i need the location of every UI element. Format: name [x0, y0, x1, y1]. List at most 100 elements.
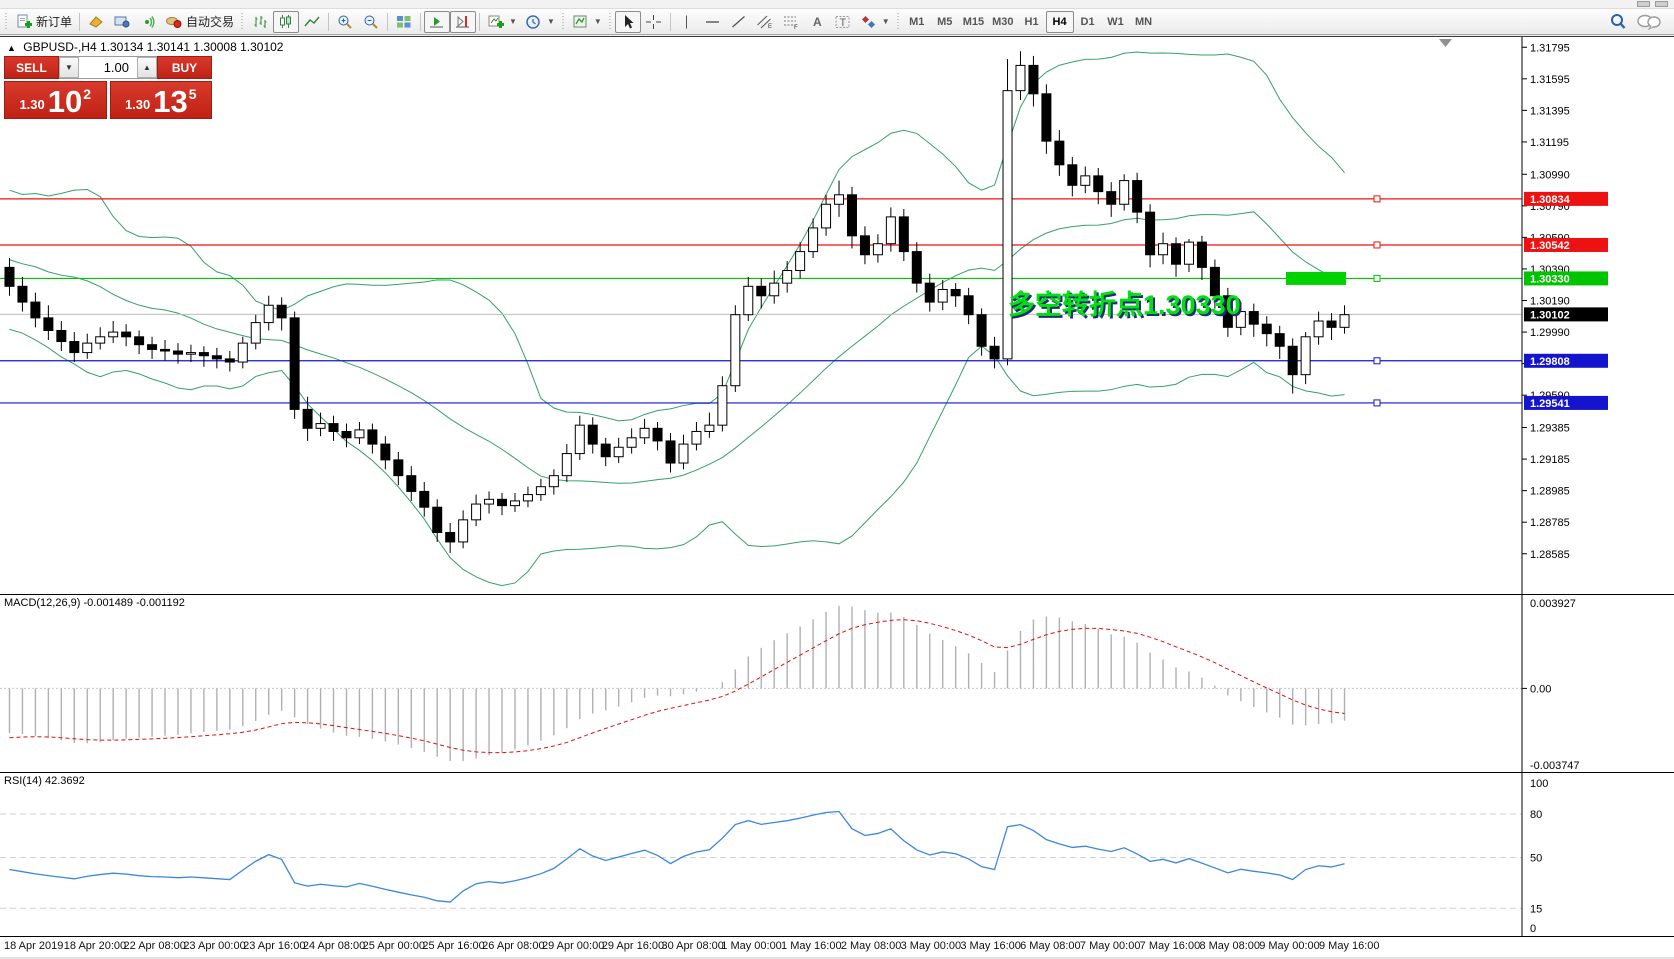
svg-text:E: E — [768, 24, 772, 30]
macd-axis: 0.003927 0.00 -0.003747 — [1521, 595, 1580, 772]
line-chart-button[interactable] — [299, 11, 325, 33]
one-click-trading-panel: SELL ▼ 1.00 ▲ BUY 1.30 10 2 1.30 13 5 — [4, 56, 212, 119]
signal-button[interactable] — [135, 11, 161, 33]
indicators-button[interactable]: ▼ — [568, 11, 606, 33]
bottom-strip — [0, 957, 1674, 959]
candlestick-chart-button[interactable] — [273, 10, 300, 33]
timeframe-w1[interactable]: W1 — [1107, 15, 1124, 28]
tile-windows-button[interactable] — [391, 11, 417, 33]
cursor-button[interactable] — [614, 10, 641, 33]
svg-text:T: T — [839, 17, 846, 29]
svg-text:A: A — [813, 15, 822, 29]
terminal-button[interactable] — [109, 11, 135, 33]
timeframe-m15[interactable]: M15 — [962, 15, 985, 28]
time-label: 26 Apr 08:00 — [482, 940, 545, 952]
editor-button[interactable] — [83, 11, 109, 33]
window-restore-button[interactable] — [1637, 1, 1650, 7]
search-button[interactable] — [1604, 11, 1632, 33]
time-label: 18 Apr 20:00 — [63, 940, 127, 952]
buy-button[interactable]: BUY — [157, 56, 212, 79]
chart-shift-button[interactable] — [450, 10, 477, 33]
svg-text:1.29541: 1.29541 — [1530, 398, 1570, 410]
sell-price-box[interactable]: 1.30 10 2 — [4, 81, 107, 119]
chart-shift-marker — [1439, 39, 1452, 47]
macd-canvas[interactable]: 0.003927 0.00 -0.003747 — [0, 595, 1674, 772]
time-label: 25 Apr 00:00 — [362, 940, 426, 952]
bar-chart-button[interactable] — [247, 11, 273, 33]
volume-increase-button[interactable]: ▲ — [137, 57, 157, 78]
time-label: 3 May 00:00 — [900, 940, 962, 952]
svg-text:1.30990: 1.30990 — [1530, 169, 1570, 181]
chevron-down-icon: ▼ — [593, 17, 602, 26]
equidistant-channel-button[interactable]: E — [752, 11, 778, 33]
menu-strip — [0, 0, 1674, 9]
rsi-name: RSI(14) — [4, 775, 42, 787]
sell-button[interactable]: SELL — [4, 56, 59, 79]
tile-windows-icon — [397, 15, 411, 27]
rsi-canvas[interactable]: 100 80 50 15 0 — [0, 773, 1674, 936]
window-close-button[interactable] — [1655, 1, 1668, 7]
autotrading-label: 自动交易 — [186, 15, 235, 29]
sell-price-big: 10 — [47, 84, 83, 119]
vertical-line-button[interactable] — [674, 11, 700, 33]
fibonacci-button[interactable]: F — [778, 11, 804, 33]
time-label: 18 Apr 2019 — [4, 940, 64, 952]
cursor-arrow-icon — [624, 14, 634, 28]
svg-text:0: 0 — [1530, 923, 1536, 935]
time-label: 25 Apr 16:00 — [422, 940, 485, 952]
svg-text:多空转折点1.30330: 多空转折点1.30330 — [1008, 289, 1241, 320]
buy-price-sup: 5 — [188, 86, 197, 102]
time-label: 7 May 16:00 — [1139, 940, 1201, 952]
timeframe-mn[interactable]: MN — [1134, 15, 1153, 28]
arrows-button[interactable]: ▼ — [856, 11, 894, 33]
time-label: 1 May 16:00 — [781, 940, 842, 952]
time-axis[interactable]: 18 Apr 2019 18 Apr 20:00 22 Apr 08:00 23 Ap… — [0, 937, 1674, 957]
chat-button[interactable] — [1632, 11, 1666, 33]
rsi-axis: 100 80 50 15 0 — [1521, 773, 1548, 936]
time-label: 24 Apr 08:00 — [302, 940, 366, 952]
timeframe-d1[interactable]: D1 — [1080, 15, 1095, 28]
chart-shift-icon — [456, 15, 470, 27]
candles-layer — [4, 51, 1350, 553]
volume-stepper: ▼ 1.00 ▲ — [59, 56, 157, 79]
timeframe-m30[interactable]: M30 — [992, 15, 1014, 28]
trendline-button[interactable] — [726, 11, 752, 33]
svg-text:1.30834: 1.30834 — [1530, 194, 1571, 206]
zoom-out-button[interactable] — [358, 11, 384, 33]
svg-text:1.29990: 1.29990 — [1530, 327, 1570, 339]
time-label: 22 Apr 08:00 — [123, 940, 186, 952]
autotrading-button[interactable]: 自动交易 — [161, 11, 238, 33]
timeframe-h4[interactable]: H4 — [1045, 10, 1074, 33]
zoom-in-button[interactable] — [332, 11, 358, 33]
profiles-button[interactable]: ▼ — [521, 11, 559, 33]
collapse-panel-icon[interactable]: ▲ — [7, 43, 16, 53]
autotrading-icon — [166, 16, 182, 28]
svg-text:1.30542: 1.30542 — [1530, 240, 1570, 252]
fibonacci-icon: F — [783, 16, 798, 30]
timeframe-m5[interactable]: M5 — [937, 15, 953, 28]
crosshair-button[interactable] — [641, 11, 667, 33]
svg-text:50: 50 — [1530, 853, 1542, 865]
auto-scroll-icon — [430, 16, 444, 27]
volume-input[interactable]: 1.00 — [103, 60, 129, 75]
symbol-header: ▲ GBPUSD-,H4 1.30134 1.30141 1.30008 1.3… — [7, 40, 283, 54]
timeframe-m1[interactable]: M1 — [909, 15, 925, 28]
zoom-out-icon — [364, 15, 378, 29]
rsi-label: RSI(14) 42.3692 — [4, 775, 85, 787]
new-chart-button[interactable]: ▼ — [483, 11, 521, 33]
new-order-button[interactable]: 新订单 — [11, 11, 76, 33]
text-button[interactable]: A — [804, 11, 830, 33]
horizontal-line-button[interactable] — [700, 11, 726, 33]
zoom-in-icon — [338, 15, 352, 29]
horizontal-line-icon — [705, 20, 719, 23]
auto-scroll-button[interactable] — [424, 10, 451, 33]
text-label-button[interactable]: T — [830, 11, 856, 33]
svg-text:F: F — [794, 25, 798, 30]
timeframe-h1[interactable]: H1 — [1024, 15, 1039, 28]
macd-label: MACD(12,26,9) -0.001489 -0.001192 — [4, 597, 185, 609]
buy-price-box[interactable]: 1.30 13 5 — [109, 81, 212, 119]
volume-decrease-button[interactable]: ▼ — [59, 57, 79, 78]
